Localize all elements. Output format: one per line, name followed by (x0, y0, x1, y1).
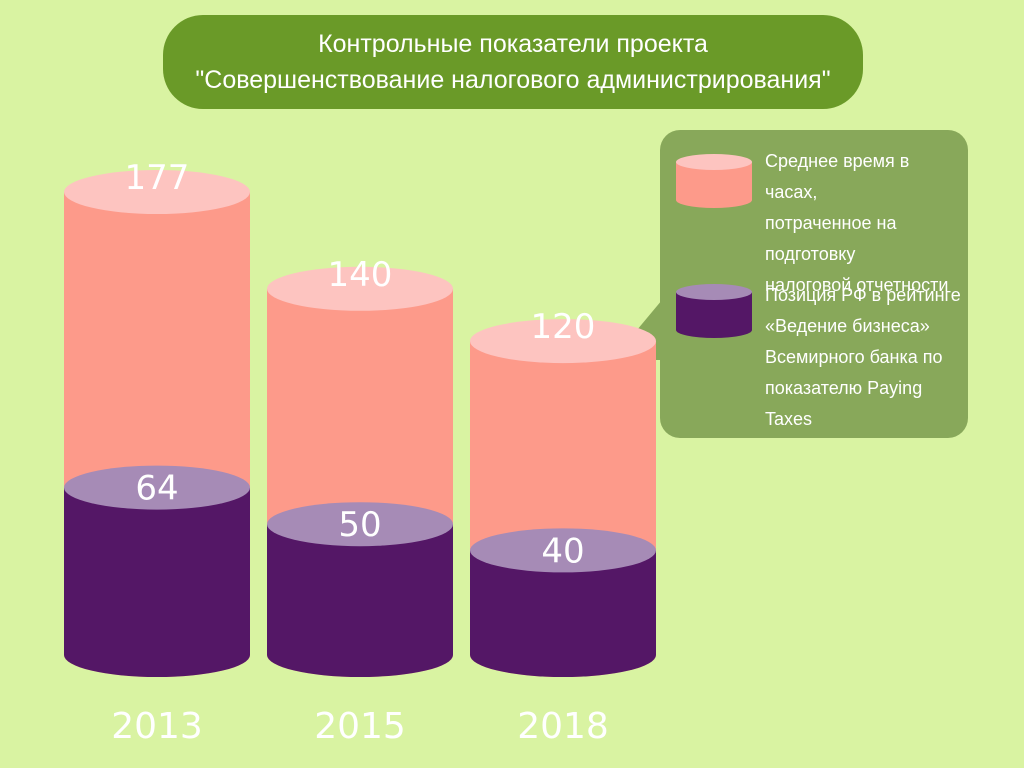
rank-bar-2015-top (267, 502, 453, 547)
rank-bar-2013-top (64, 465, 250, 510)
legend-label-hours-line: Среднее время в часах, (765, 151, 910, 202)
title-banner: Контрольные показатели проекта "Совершен… (163, 15, 863, 109)
hours-data-label: 140 (328, 255, 393, 295)
rank-data-label: 40 (541, 531, 584, 571)
year-label: 2013 (111, 706, 203, 747)
year-label: 2018 (517, 706, 609, 747)
legend-label-rank-line: Позиция РФ в рейтинге (765, 285, 961, 305)
legend-label-hours-line: подготовку (765, 244, 856, 264)
hours-bar-2015-top (267, 266, 453, 311)
hours-bar-2013-top (64, 170, 250, 214)
legend-label-hours: Среднее время в часах, потраченное на по… (765, 146, 965, 301)
rank-bar-2015-body (267, 524, 453, 677)
legend-label-rank-line: «Ведение бизнеса» (765, 316, 930, 336)
rank-bar-2018-body (470, 550, 656, 677)
legend-swatch-hours-body (676, 162, 752, 208)
legend-swatch-rank-top (676, 284, 752, 300)
hours-data-label: 120 (531, 307, 596, 347)
legend-swatch-hours-top (676, 154, 752, 170)
rank-data-label: 50 (338, 505, 381, 545)
legend-swatch-rank-body (676, 292, 752, 338)
legend-label-rank-line: Taxes (765, 409, 813, 429)
year-label: 2015 (314, 706, 406, 747)
legend-label-rank-line: Всемирного банка по (765, 347, 943, 367)
legend-label-hours-line: налоговой отчетности (765, 275, 949, 295)
legend-label-rank: Позиция РФ в рейтинге «Ведение бизнеса» … (765, 280, 965, 435)
hours-bar-2018-top (470, 319, 656, 364)
legend-label-hours-line: потраченное на (765, 213, 897, 233)
legend-label-rank-line: показателю Paying (765, 378, 923, 398)
rank-data-label: 64 (135, 469, 178, 509)
rank-bar-2018-top (470, 528, 656, 573)
title-line-1: Контрольные показатели проекта (318, 30, 708, 58)
title-line-2: "Совершенствование налогового администри… (195, 66, 831, 94)
rank-bar-2013-body (64, 487, 250, 677)
hours-data-label: 177 (125, 158, 190, 198)
